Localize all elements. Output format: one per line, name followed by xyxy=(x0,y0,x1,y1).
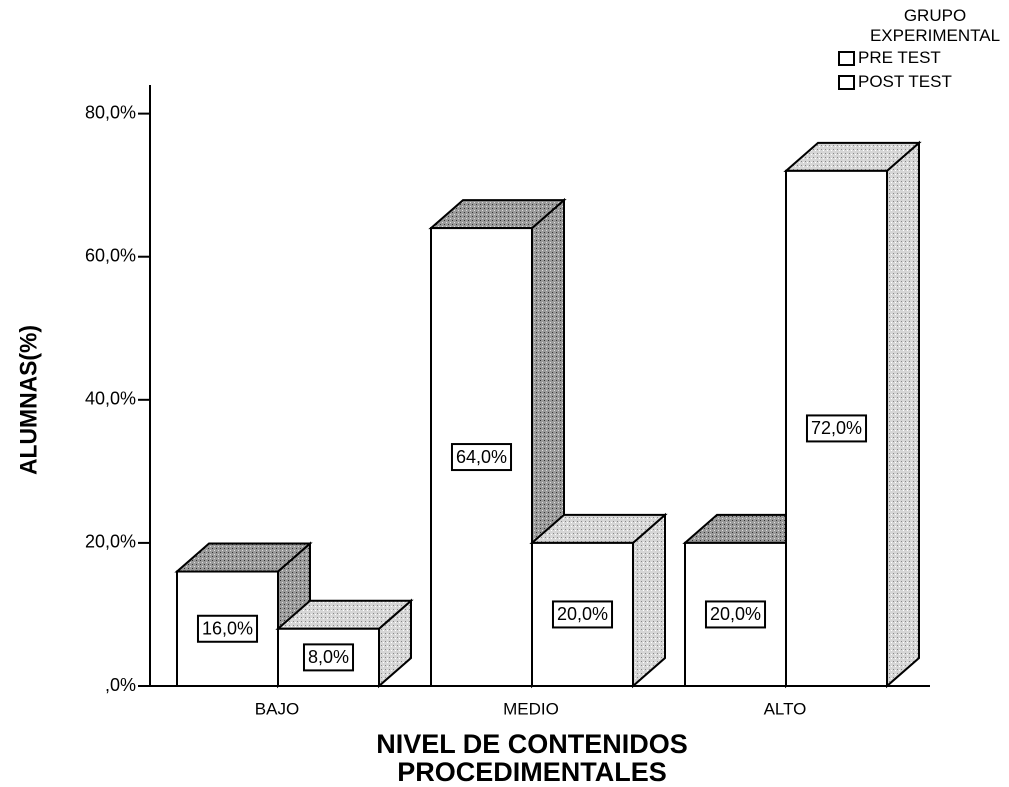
legend-label: PRE TEST xyxy=(858,48,941,67)
x-axis-title: NIVEL DE CONTENIDOS PROCEDIMENTALES xyxy=(376,729,688,787)
value-label: 72,0% xyxy=(811,418,862,438)
legend: GRUPO EXPERIMENTAL PRE TEST POST TEST xyxy=(830,6,1005,94)
value-label-box xyxy=(805,414,868,443)
y-tick-label: 60,0% xyxy=(85,245,136,265)
legend-entry: PRE TEST xyxy=(838,46,1005,70)
y-tick-label: 80,0% xyxy=(85,102,136,122)
x-tick-label: MEDIO xyxy=(503,699,559,718)
value-label: 16,0% xyxy=(202,619,253,639)
bar-side xyxy=(632,512,666,689)
legend-title: GRUPO EXPERIMENTAL xyxy=(869,6,1001,45)
y-tick-label: 20,0% xyxy=(85,532,136,552)
bar xyxy=(277,627,380,687)
x-tick-label: BAJO xyxy=(255,699,299,718)
y-tick-label: ,0% xyxy=(105,675,136,695)
legend-entry: POST TEST xyxy=(838,70,1005,94)
value-label: 20,0% xyxy=(557,604,608,624)
bar xyxy=(684,541,787,688)
y-axis-title: ALUMNAS(%) xyxy=(15,325,42,475)
value-label: 64,0% xyxy=(456,447,507,467)
value-label-box xyxy=(450,443,513,472)
legend-swatch xyxy=(838,50,855,66)
legend-label: POST TEST xyxy=(858,72,952,91)
value-label-box xyxy=(196,614,259,643)
x-tick-label: ALTO xyxy=(764,699,807,718)
legend-swatch xyxy=(838,74,855,90)
bar-side xyxy=(886,140,920,689)
value-label: 8,0% xyxy=(308,647,349,667)
value-label-box xyxy=(551,600,614,629)
value-label: 20,0% xyxy=(710,604,761,624)
y-tick-label: 40,0% xyxy=(85,389,136,409)
value-label-box xyxy=(704,600,767,629)
value-label-box xyxy=(302,643,355,672)
